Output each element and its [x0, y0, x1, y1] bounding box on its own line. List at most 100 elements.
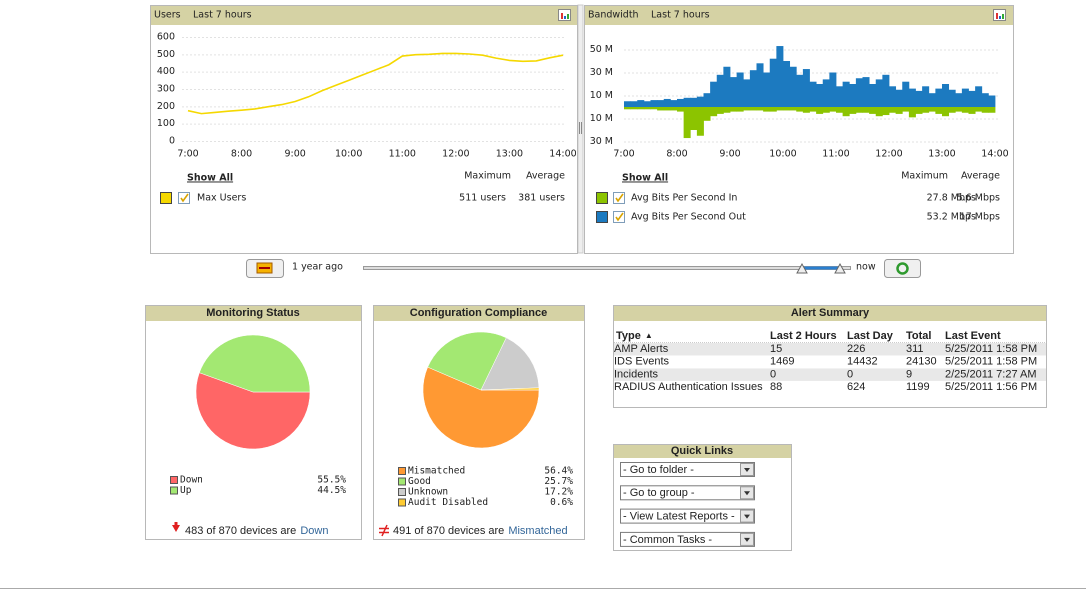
- x-tick-label: 9:00: [719, 149, 740, 160]
- bandwidth-bar: [875, 79, 883, 107]
- chart-icon-bar: [1002, 14, 1004, 19]
- chart-title: Bandwidth: [588, 10, 639, 21]
- stat-header: Maximum: [464, 171, 511, 182]
- bandwidth-bar: [882, 74, 890, 107]
- bandwidth-bar: [723, 66, 731, 107]
- x-tick-label: 10:00: [335, 149, 362, 160]
- y-tick-label: 200: [157, 101, 175, 112]
- checkbox[interactable]: [613, 211, 625, 223]
- table-cell: 0: [770, 368, 776, 380]
- bandwidth-bar: [663, 107, 671, 111]
- series-line: [187, 52, 564, 115]
- chart-icon[interactable]: [993, 9, 1006, 21]
- pie-slice: [195, 372, 311, 450]
- bandwidth-bar: [769, 58, 777, 107]
- column-header-text: Last Event: [945, 330, 1001, 342]
- column-header[interactable]: Last Day: [847, 330, 894, 342]
- bandwidth-bar: [730, 77, 738, 107]
- legend-value: 0.6%: [550, 497, 573, 508]
- chart-icon[interactable]: [558, 9, 571, 21]
- bandwidth-bar: [816, 107, 824, 114]
- y-tick-label: 30 M: [590, 67, 613, 78]
- legend-swatch: [398, 467, 406, 475]
- select-box[interactable]: [620, 485, 755, 501]
- bandwidth-bar: [637, 100, 645, 107]
- chart-panel: [150, 5, 578, 254]
- show-all-link[interactable]: Show All: [622, 173, 668, 184]
- bandwidth-bar: [690, 107, 698, 130]
- y-tick-label: 100: [157, 118, 175, 129]
- chart-panel: [584, 5, 1014, 254]
- bandwidth-bar: [783, 61, 791, 107]
- slider-range: [803, 266, 841, 270]
- select-box[interactable]: [620, 508, 755, 524]
- refresh-button[interactable]: [884, 259, 921, 278]
- bandwidth-bar: [855, 107, 863, 113]
- splitter[interactable]: [577, 4, 584, 254]
- chart-title: Users: [154, 10, 181, 21]
- bandwidth-bar: [743, 107, 751, 111]
- x-tick-label: 14:00: [549, 149, 576, 160]
- bandwidth-bar: [928, 93, 936, 107]
- alert-type-link[interactable]: RADIUS Authentication Issues: [614, 381, 763, 393]
- bandwidth-bar: [670, 107, 678, 111]
- show-all-link[interactable]: Show All: [187, 173, 233, 184]
- bandwidth-bar: [955, 93, 963, 107]
- bandwidth-bar: [736, 72, 744, 107]
- select-text: - View Latest Reports -: [623, 511, 735, 523]
- slider-end-label: now: [856, 262, 876, 273]
- quick-links-panel-header: [614, 445, 791, 458]
- checkbox[interactable]: [613, 192, 625, 204]
- slider-thumb[interactable]: [796, 262, 808, 274]
- x-tick-label: 7:00: [177, 149, 198, 160]
- alert-type-link[interactable]: AMP Alerts: [614, 343, 669, 355]
- legend-swatch: [160, 192, 172, 204]
- select-box[interactable]: [620, 531, 755, 547]
- bandwidth-bar: [683, 107, 691, 139]
- checkbox[interactable]: [178, 192, 190, 204]
- bandwidth-bar: [683, 97, 691, 107]
- table-cell: 5/25/2011 1:58 PM: [945, 356, 1037, 368]
- table-cell: 9: [906, 368, 912, 380]
- bandwidth-bar: [988, 107, 996, 113]
- legend-swatch: [398, 477, 406, 486]
- bandwidth-bar: [809, 107, 817, 112]
- legend-value: 56.4%: [544, 466, 573, 477]
- bandwidth-bar: [908, 107, 916, 118]
- bandwidth-bar: [776, 46, 784, 107]
- footer-link[interactable]: Down: [300, 525, 328, 537]
- bandwidth-bar: [710, 81, 718, 107]
- column-header[interactable]: Last 2 Hours: [770, 330, 837, 342]
- slider-thumb[interactable]: [834, 262, 846, 274]
- bandwidth-bar: [637, 107, 645, 110]
- footer-link[interactable]: Mismatched: [508, 525, 567, 537]
- select-text: - Go to group -: [623, 487, 695, 499]
- bandwidth-bar: [915, 90, 923, 107]
- chart-subtitle: Last 7 hours: [651, 10, 710, 21]
- column-header[interactable]: Total: [906, 330, 931, 342]
- row-band: [614, 368, 1046, 381]
- bandwidth-bar: [922, 107, 930, 113]
- stat-header: Average: [526, 171, 565, 182]
- select-box[interactable]: [620, 462, 755, 477]
- bandwidth-bar: [756, 107, 764, 111]
- bandwidth-bar: [723, 107, 731, 113]
- bandwidth-bar: [849, 84, 857, 107]
- status-footer: 491 of 870 devices are Mismatched: [393, 525, 568, 537]
- column-header-text: Last 2 Hours: [770, 330, 837, 342]
- table-cell: 226: [847, 343, 865, 355]
- alert-type-link[interactable]: Incidents: [614, 368, 659, 380]
- table-cell: 1199: [906, 381, 930, 393]
- legend-value: 17.2%: [544, 487, 573, 498]
- bandwidth-bar: [696, 96, 704, 107]
- legend-maximum: 53.2 Mbps: [927, 212, 976, 223]
- alert-panel: [613, 305, 1047, 408]
- legend-label: Down: [180, 475, 203, 486]
- column-header[interactable]: Last Event: [945, 330, 1001, 342]
- alert-type-link[interactable]: IDS Events: [614, 356, 670, 368]
- table-cell: 14432: [847, 356, 878, 368]
- bandwidth-bar: [769, 107, 777, 112]
- bandwidth-bar: [809, 81, 817, 107]
- column-header[interactable]: Type ▲: [616, 330, 653, 342]
- table-cell: 311: [906, 343, 924, 355]
